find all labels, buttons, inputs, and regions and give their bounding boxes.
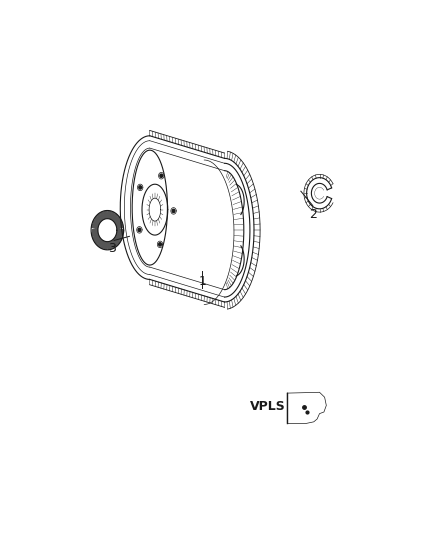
Polygon shape (112, 239, 117, 247)
Polygon shape (117, 224, 123, 229)
Circle shape (138, 228, 141, 231)
Polygon shape (93, 235, 99, 240)
Polygon shape (92, 224, 98, 229)
Polygon shape (100, 212, 105, 220)
Polygon shape (104, 211, 107, 219)
Polygon shape (112, 214, 117, 221)
Circle shape (160, 174, 162, 177)
Polygon shape (104, 242, 107, 249)
Text: 2: 2 (310, 208, 318, 221)
Polygon shape (110, 212, 114, 220)
Polygon shape (117, 231, 123, 236)
Polygon shape (100, 241, 105, 248)
Polygon shape (95, 216, 101, 223)
Polygon shape (114, 237, 120, 244)
Polygon shape (110, 241, 114, 248)
Circle shape (172, 209, 175, 213)
Polygon shape (92, 229, 97, 232)
Polygon shape (107, 211, 111, 219)
Polygon shape (116, 235, 122, 240)
Polygon shape (114, 216, 120, 223)
Polygon shape (116, 220, 122, 226)
Polygon shape (117, 229, 123, 232)
Circle shape (139, 186, 141, 189)
Text: 3: 3 (109, 243, 117, 255)
Polygon shape (95, 237, 101, 244)
Text: 1: 1 (198, 274, 206, 287)
Text: VPLS: VPLS (250, 400, 286, 413)
Polygon shape (97, 239, 103, 247)
Polygon shape (93, 220, 99, 226)
Polygon shape (107, 242, 111, 249)
Polygon shape (97, 214, 103, 221)
Polygon shape (92, 231, 98, 236)
Circle shape (159, 243, 161, 246)
